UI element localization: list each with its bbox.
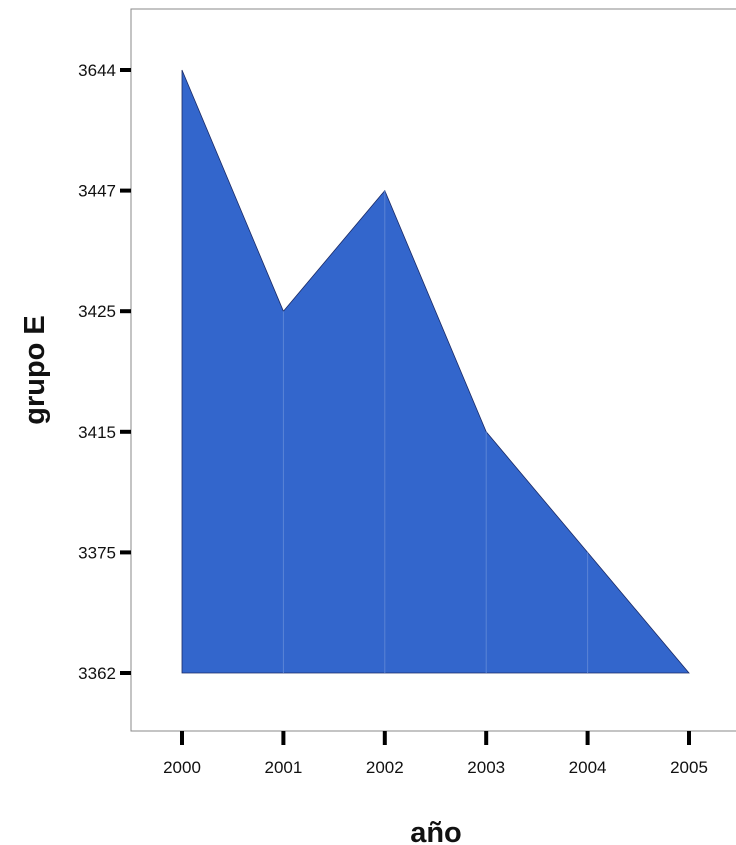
y-tick-label-3447: 3447 (78, 182, 116, 201)
y-tick-label-3362: 3362 (78, 664, 116, 683)
x-tick-label-2000: 2000 (163, 758, 201, 777)
x-tick-label-2001: 2001 (264, 758, 302, 777)
y-tick-label-3425: 3425 (78, 302, 116, 321)
y-axis-title: grupo E (19, 315, 51, 425)
area-layer (181, 69, 690, 674)
x-tick-label-2005: 2005 (670, 758, 708, 777)
x-tick-label-2004: 2004 (569, 758, 607, 777)
plot-frame (130, 8, 736, 732)
x-axis: 2000 2001 2002 2003 2004 2005 (163, 731, 708, 777)
area-fill (181, 69, 690, 674)
y-tick-label-3644: 3644 (78, 61, 116, 80)
y-tick-label-3375: 3375 (78, 543, 116, 562)
y-tick-label-3415: 3415 (78, 423, 116, 442)
y-axis: 3644 3447 3425 3415 3375 3362 (78, 61, 131, 683)
x-tick-label-2003: 2003 (467, 758, 505, 777)
x-tick-label-2002: 2002 (366, 758, 404, 777)
x-axis-title: año (410, 817, 462, 845)
